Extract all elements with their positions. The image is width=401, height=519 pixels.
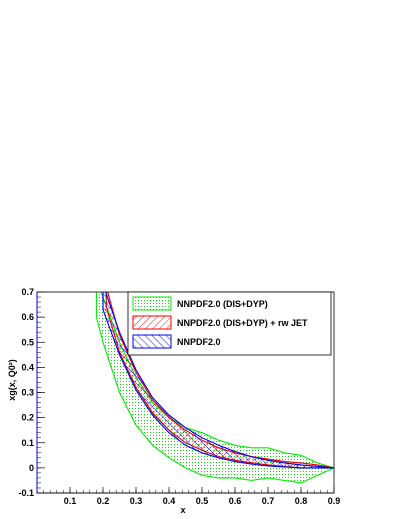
y-tick-label: 0.5	[21, 337, 34, 347]
y-tick-label: 0.7	[21, 287, 34, 297]
y-tick-label: 0.2	[21, 413, 34, 423]
y-tick-label: 0	[29, 463, 34, 473]
legend-label: NNPDF2.0 (DIS+DYP)	[177, 299, 268, 309]
y-tick-label: 0.1	[21, 438, 34, 448]
x-tick-label: 0.2	[97, 496, 110, 506]
x-tick-label: 0.8	[295, 496, 308, 506]
x-tick-label: 0.1	[64, 496, 77, 506]
legend-swatch	[132, 296, 172, 311]
x-tick-label: 0.3	[130, 496, 143, 506]
legend-swatch	[132, 334, 172, 349]
x-tick-label: 0.4	[163, 496, 176, 506]
band-nnpdf2-0	[102, 292, 334, 469]
y-tick-label: -0.1	[18, 488, 34, 498]
bands-layer	[95, 292, 334, 484]
x-axis-title: x	[180, 505, 185, 515]
legend-swatch	[132, 315, 172, 330]
x-tick-label: 0.9	[328, 496, 341, 506]
y-tick-label: 0.4	[21, 362, 34, 372]
tick-labels: 0.1 0.2 0.3 0.4 0.5 0.6 0.7 0.8 0.9 -0.1 0 0.1 0.2 0.…	[18, 287, 340, 506]
x-tick-label: 0.6	[229, 496, 242, 506]
axis-ticks	[37, 291, 335, 494]
y-axis-title: xg(x, Q0²)	[7, 359, 17, 401]
legend-label: NNPDF2.0	[177, 337, 221, 347]
legend-label: NNPDF2.0 (DIS+DYP) + rw JET	[177, 318, 308, 328]
y-tick-label: 0.6	[21, 312, 34, 322]
x-tick-label: 0.7	[262, 496, 275, 506]
legend: NNPDF2.0 (DIS+DYP) NNPDF2.0 (DIS+DYP) + r…	[127, 291, 332, 356]
x-tick-label: 0.5	[196, 496, 209, 506]
y-tick-label: 0.3	[21, 388, 34, 398]
